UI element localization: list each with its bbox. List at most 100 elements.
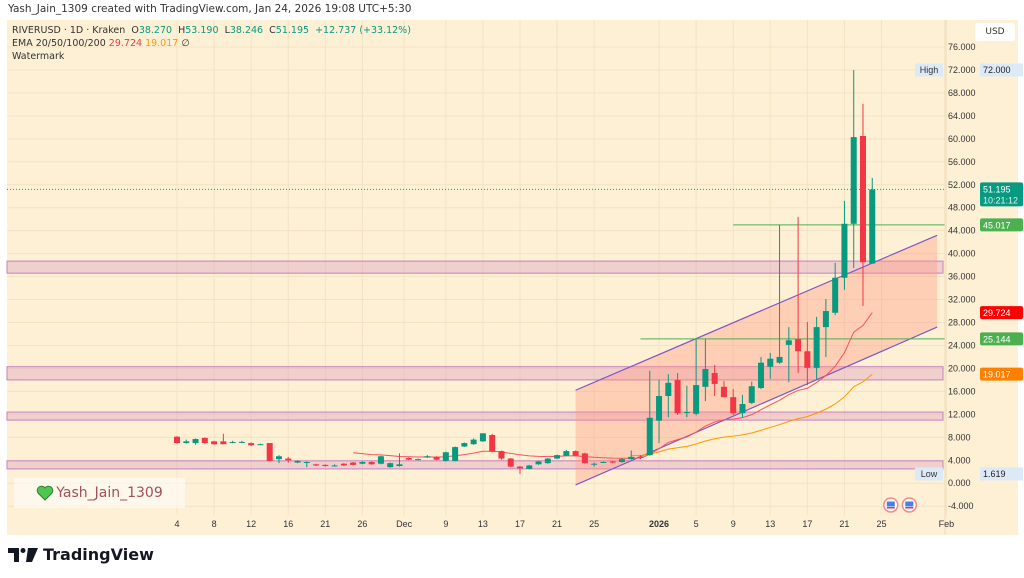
legend-ema-row[interactable]: EMA 20/50/100/200 29.724 19.017 ∅ <box>12 37 411 50</box>
candle[interactable] <box>776 356 783 363</box>
channel-lower-line[interactable] <box>575 326 938 486</box>
candle[interactable] <box>294 460 301 463</box>
candle[interactable] <box>359 462 366 464</box>
candle[interactable] <box>813 327 820 368</box>
candle[interactable] <box>822 311 829 328</box>
candle[interactable] <box>720 386 727 398</box>
candle[interactable] <box>174 436 180 444</box>
candle[interactable] <box>489 435 496 452</box>
candle[interactable] <box>563 451 570 456</box>
candle[interactable] <box>266 443 273 461</box>
candle[interactable] <box>340 463 347 466</box>
candle[interactable] <box>415 459 422 461</box>
time-axis[interactable]: 4 8 12 16 21 26 Dec 9 13 17 21 25 2026 5 9 13 17 21 25 Feb <box>174 519 954 529</box>
candle[interactable] <box>618 459 625 463</box>
candle[interactable] <box>396 464 403 467</box>
support-resistance-zone[interactable] <box>6 366 944 381</box>
candle[interactable] <box>646 417 653 456</box>
channel-upper-line[interactable] <box>575 234 938 391</box>
candle[interactable] <box>211 441 218 445</box>
candle[interactable] <box>535 461 542 465</box>
support-resistance-zone[interactable] <box>6 260 944 274</box>
candle[interactable] <box>609 461 616 463</box>
candle[interactable] <box>461 443 468 447</box>
candle[interactable] <box>275 456 282 460</box>
candle[interactable] <box>748 386 755 403</box>
candle[interactable] <box>850 137 857 224</box>
price-badge-value: 29.724 <box>983 308 1011 318</box>
candle[interactable] <box>350 462 357 465</box>
zones <box>6 260 944 470</box>
candle[interactable] <box>869 189 876 264</box>
candle[interactable] <box>572 451 579 456</box>
candle[interactable] <box>711 373 718 384</box>
candle[interactable] <box>442 452 449 461</box>
candle[interactable] <box>581 453 588 464</box>
candle[interactable] <box>841 223 848 278</box>
candle[interactable] <box>285 458 292 461</box>
candle[interactable] <box>683 412 690 414</box>
candle[interactable] <box>591 463 598 465</box>
candle[interactable] <box>220 441 227 445</box>
candle[interactable] <box>313 464 320 466</box>
candle[interactable] <box>201 437 208 444</box>
legend-symbol[interactable]: RIVERUSD · 1D · Kraken <box>12 25 126 36</box>
legend: RIVERUSD · 1D · Kraken O38.270 H53.190 L… <box>12 24 411 63</box>
candle[interactable] <box>600 462 607 464</box>
ema-empty-value: ∅ <box>181 38 190 49</box>
candle[interactable] <box>554 455 561 459</box>
candle[interactable] <box>637 456 644 458</box>
candle[interactable] <box>674 379 681 414</box>
candle[interactable] <box>693 385 700 414</box>
candle[interactable] <box>470 439 477 445</box>
candle[interactable] <box>665 382 672 396</box>
candle[interactable] <box>767 358 774 367</box>
price-tick-label: 64.000 <box>948 111 976 121</box>
candle[interactable] <box>405 457 412 460</box>
candle[interactable] <box>331 465 338 467</box>
tradingview-logo[interactable]: TradingView <box>8 545 154 564</box>
candle[interactable] <box>183 441 190 444</box>
candle[interactable] <box>303 462 310 464</box>
candle[interactable] <box>238 441 245 443</box>
currency-button[interactable]: USD <box>975 23 1015 41</box>
candle[interactable] <box>368 462 375 465</box>
candle[interactable] <box>257 444 264 446</box>
candle[interactable] <box>702 369 709 387</box>
support-resistance-zone[interactable] <box>6 411 944 421</box>
candle[interactable] <box>758 362 765 388</box>
candle[interactable] <box>192 439 199 444</box>
support-resistance-zone[interactable] <box>6 460 944 470</box>
legend-watermark-row[interactable]: Watermark <box>12 51 65 62</box>
price-tick-label: 76.000 <box>948 42 976 52</box>
candle[interactable] <box>229 441 236 443</box>
price-axis[interactable]: 76.000 72.000 68.000 64.000 60.000 56.000 52.0… <box>948 42 976 511</box>
time-tick-label: 17 <box>802 519 812 529</box>
candle[interactable] <box>479 433 486 442</box>
candle[interactable] <box>785 340 792 345</box>
candle[interactable] <box>248 443 255 446</box>
time-tick-label: 8 <box>212 519 217 529</box>
candle[interactable] <box>628 456 635 460</box>
candle[interactable] <box>804 351 811 368</box>
candle[interactable] <box>526 465 533 469</box>
candle[interactable] <box>387 463 394 468</box>
candle[interactable] <box>544 458 551 464</box>
time-tick-label: 5 <box>694 519 699 529</box>
candle[interactable] <box>859 135 866 263</box>
candle[interactable] <box>322 464 329 467</box>
candle[interactable] <box>730 397 737 414</box>
candle[interactable] <box>516 466 523 469</box>
change-value: +12.737 (+33.12%) <box>315 25 411 36</box>
candle[interactable] <box>433 456 440 460</box>
candle[interactable] <box>498 451 505 459</box>
candle[interactable] <box>832 277 839 313</box>
candle[interactable] <box>656 395 663 421</box>
candle[interactable] <box>452 447 459 461</box>
candle[interactable] <box>795 339 802 352</box>
candle[interactable] <box>377 456 384 464</box>
candle[interactable] <box>507 458 514 467</box>
candle[interactable] <box>424 456 431 458</box>
candle[interactable] <box>739 404 746 414</box>
